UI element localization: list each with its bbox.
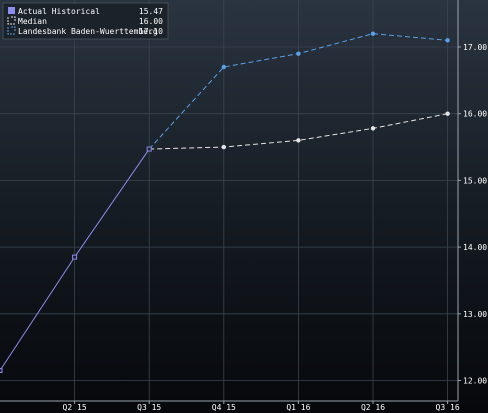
data-point-landesbank xyxy=(296,51,301,56)
series-layer xyxy=(0,31,450,373)
x-tick-label: Q3 16 xyxy=(436,403,460,412)
data-point-actual xyxy=(72,254,78,260)
data-point-median xyxy=(296,138,301,143)
y-tick-label: 15.00 xyxy=(463,176,487,185)
series-line-median xyxy=(149,113,448,150)
y-tick-label: 16.00 xyxy=(463,110,487,119)
legend-median-value: 16.00 xyxy=(139,17,163,26)
x-tick-label: Q3 15 xyxy=(137,403,161,412)
x-tick-label: Q2 15 xyxy=(63,403,87,412)
x-tick-label: Q4 15 xyxy=(212,403,236,412)
legend-landesbank-value: 17.10 xyxy=(139,27,163,36)
data-point-landesbank xyxy=(221,64,226,70)
data-point-landesbank xyxy=(370,31,376,36)
grid-layer xyxy=(0,0,458,401)
legend-landesbank-marker-icon xyxy=(7,26,16,35)
y-tick-label: 13.00 xyxy=(463,310,487,319)
data-point-actual xyxy=(0,367,3,373)
legend-actual-value: 15.47 xyxy=(139,7,163,16)
legend-median-label: Median xyxy=(18,17,47,26)
legend-actual-marker-icon xyxy=(8,7,15,14)
x-tick-label: Q1 16 xyxy=(286,403,310,412)
y-tick-label: 14.00 xyxy=(463,243,487,252)
x-tick-label: Q2 16 xyxy=(361,403,385,412)
legend-median-marker-icon xyxy=(7,16,16,25)
legend: Actual Historical 15.47 Median 16.00 Lan… xyxy=(2,2,169,40)
data-point-median xyxy=(445,111,450,116)
y-tick-label: 12.00 xyxy=(463,377,487,386)
legend-box xyxy=(2,2,169,40)
data-point-median xyxy=(370,126,376,131)
legend-landesbank-label: Landesbank Baden-Wuerttemberg xyxy=(18,27,158,36)
y-tick-label: 17.00 xyxy=(463,43,487,52)
legend-actual-label: Actual Historical xyxy=(18,7,100,16)
data-point-median xyxy=(221,144,226,150)
data-point-actual xyxy=(146,146,152,152)
data-point-landesbank xyxy=(445,38,450,43)
